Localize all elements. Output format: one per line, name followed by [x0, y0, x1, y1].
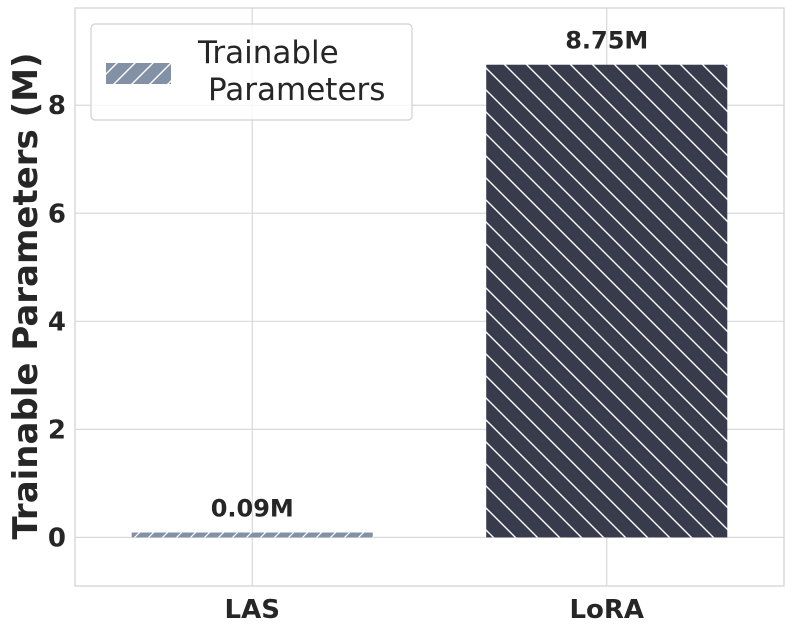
x-tick-label-lora: LoRA — [569, 595, 644, 625]
legend-label-line2: Parameters — [208, 72, 385, 108]
legend-label-line1: Trainable — [197, 35, 339, 71]
data-labels: 0.09M 8.75M — [211, 27, 649, 523]
y-axis-title: Trainable Parameters (M) — [6, 52, 46, 539]
y-tick-label: 8 — [48, 91, 66, 121]
x-tick-label-las: LAS — [225, 595, 280, 625]
y-tick-label: 4 — [48, 307, 66, 337]
y-tick-label: 0 — [48, 523, 66, 553]
bar-las — [131, 532, 373, 538]
y-tick-label: 6 — [48, 199, 66, 229]
bar-lora — [486, 64, 728, 538]
legend-box — [90, 23, 413, 121]
legend: Trainable Parameters — [90, 23, 413, 121]
bars — [131, 64, 728, 538]
data-label-las: 0.09M — [211, 495, 294, 523]
data-label-lora: 8.75M — [565, 27, 648, 55]
y-tick-labels: 0 2 4 6 8 — [48, 91, 66, 553]
plot-frame — [74, 7, 785, 587]
y-tick-label: 2 — [48, 415, 66, 445]
legend-swatch — [106, 63, 171, 84]
x-tick-labels: LAS LoRA — [225, 595, 645, 625]
